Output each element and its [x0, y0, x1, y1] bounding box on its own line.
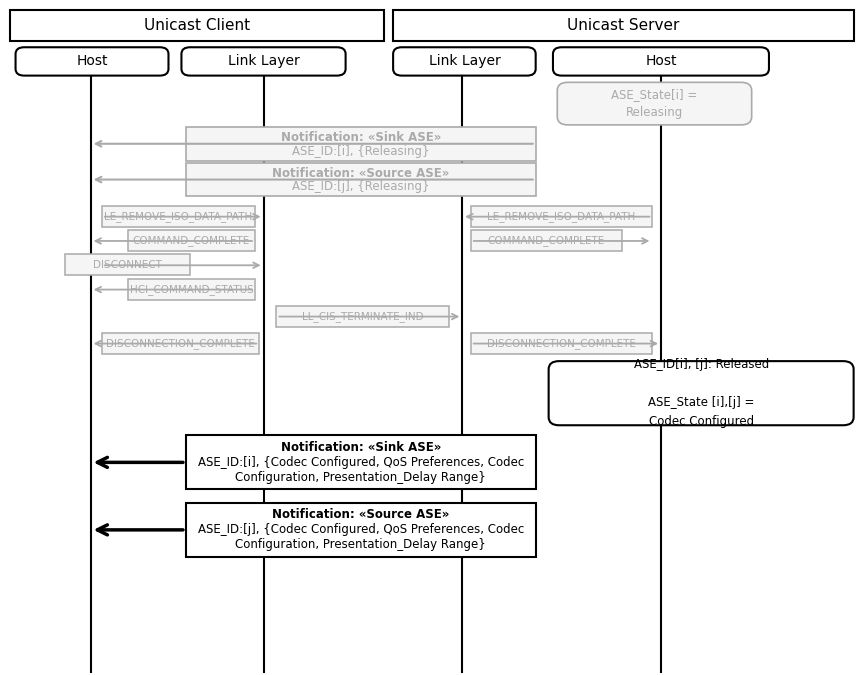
- Text: ASE_ID:[j], {Releasing}: ASE_ID:[j], {Releasing}: [292, 180, 429, 193]
- FancyBboxPatch shape: [186, 503, 536, 557]
- FancyBboxPatch shape: [553, 47, 769, 76]
- FancyBboxPatch shape: [471, 206, 652, 227]
- FancyBboxPatch shape: [181, 47, 346, 76]
- Text: ASE_State[i] =
Releasing: ASE_State[i] = Releasing: [612, 88, 697, 119]
- Text: Host: Host: [645, 55, 677, 68]
- Text: ASE_ID:[i], {Codec Configured, QoS Preferences, Codec: ASE_ID:[i], {Codec Configured, QoS Prefe…: [198, 456, 524, 469]
- Text: ASE_ID:[i], {Releasing}: ASE_ID:[i], {Releasing}: [292, 144, 429, 158]
- Text: Notification: «Source ASE»: Notification: «Source ASE»: [272, 167, 449, 180]
- Text: Unicast Server: Unicast Server: [567, 18, 680, 33]
- Text: DISCONNECTION_COMPLETE: DISCONNECTION_COMPLETE: [487, 338, 636, 349]
- Text: Configuration, Presentation_Delay Range}: Configuration, Presentation_Delay Range}: [235, 471, 486, 484]
- FancyBboxPatch shape: [393, 10, 854, 40]
- Text: ASE_ID:[j], {Codec Configured, QoS Preferences, Codec: ASE_ID:[j], {Codec Configured, QoS Prefe…: [198, 523, 524, 537]
- Text: ASE_ID[i], [j]: Released

ASE_State [i],[j] =
Codec Configured: ASE_ID[i], [j]: Released ASE_State [i],[…: [633, 358, 769, 428]
- Text: Notification: «Source ASE»: Notification: «Source ASE»: [272, 508, 449, 521]
- FancyBboxPatch shape: [10, 10, 384, 40]
- Text: Link Layer: Link Layer: [227, 55, 300, 68]
- Text: HCI_COMMAND_STATUS: HCI_COMMAND_STATUS: [130, 284, 253, 295]
- FancyBboxPatch shape: [16, 47, 168, 76]
- FancyBboxPatch shape: [471, 230, 622, 251]
- FancyBboxPatch shape: [186, 163, 536, 196]
- Text: Notification: «Sink ASE»: Notification: «Sink ASE»: [281, 441, 441, 454]
- FancyBboxPatch shape: [102, 206, 255, 227]
- FancyBboxPatch shape: [393, 47, 536, 76]
- Text: DISCONNECTION_COMPLETE: DISCONNECTION_COMPLETE: [106, 338, 255, 349]
- FancyBboxPatch shape: [276, 306, 449, 327]
- FancyBboxPatch shape: [471, 333, 652, 354]
- FancyBboxPatch shape: [186, 127, 536, 161]
- Text: LE_REMOVE_ISO_DATA_PATH: LE_REMOVE_ISO_DATA_PATH: [487, 211, 636, 222]
- Text: LL_CIS_TERMINATE_IND: LL_CIS_TERMINATE_IND: [302, 310, 423, 322]
- Text: Host: Host: [76, 55, 108, 68]
- FancyBboxPatch shape: [557, 82, 752, 125]
- Text: Unicast Client: Unicast Client: [144, 18, 251, 33]
- Text: Link Layer: Link Layer: [429, 55, 500, 68]
- FancyBboxPatch shape: [128, 230, 255, 251]
- FancyBboxPatch shape: [549, 361, 854, 425]
- FancyBboxPatch shape: [128, 279, 255, 300]
- Text: DISCONNECT: DISCONNECT: [93, 260, 162, 270]
- FancyBboxPatch shape: [186, 435, 536, 489]
- Text: Notification: «Sink ASE»: Notification: «Sink ASE»: [281, 131, 441, 144]
- FancyBboxPatch shape: [65, 254, 190, 275]
- Text: LE_REMOVE_ISO_DATA_PATH: LE_REMOVE_ISO_DATA_PATH: [105, 211, 252, 222]
- Text: COMMAND_COMPLETE: COMMAND_COMPLETE: [133, 235, 250, 246]
- Text: Configuration, Presentation_Delay Range}: Configuration, Presentation_Delay Range}: [235, 539, 486, 551]
- Text: COMMAND_COMPLETE: COMMAND_COMPLETE: [488, 235, 605, 246]
- FancyBboxPatch shape: [102, 333, 259, 354]
